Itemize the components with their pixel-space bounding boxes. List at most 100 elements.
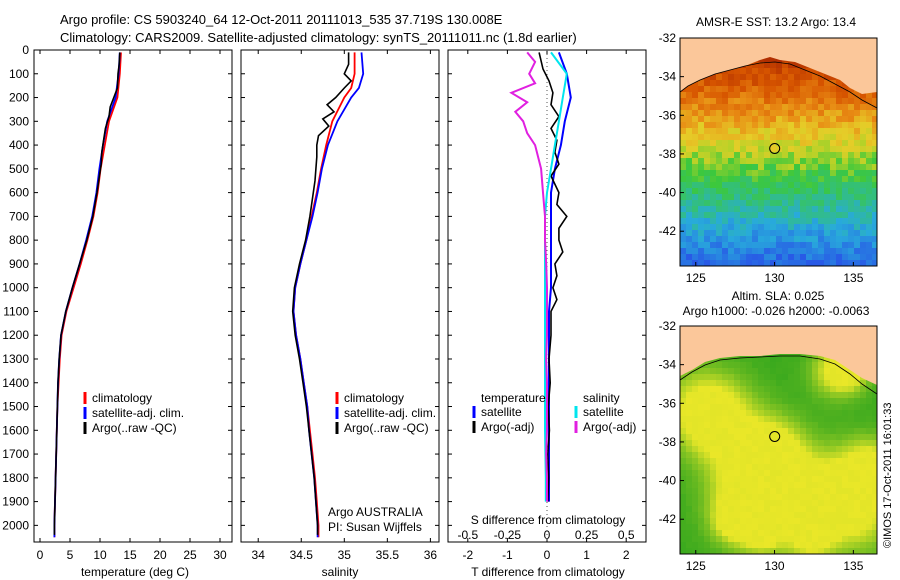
sst-cell <box>812 128 818 134</box>
sst-cell <box>818 188 824 194</box>
sla-cell <box>800 470 806 476</box>
sst-cell <box>800 218 806 224</box>
sla-cell <box>734 398 740 404</box>
sla-cell <box>776 518 782 524</box>
sst-cell <box>698 176 704 182</box>
sst-cell <box>704 188 710 194</box>
sst-cell <box>848 128 854 134</box>
depth-tick-label: 2000 <box>2 518 29 532</box>
sla-cell <box>818 476 824 482</box>
sst-cell <box>776 140 782 146</box>
sst-cell <box>698 110 704 116</box>
sla-cell <box>704 518 710 524</box>
sla-cell <box>842 416 848 422</box>
sst-cell <box>842 134 848 140</box>
sla-cell <box>758 428 764 434</box>
sla-cell <box>752 386 758 392</box>
sla-cell <box>830 548 836 554</box>
sst-cell <box>704 254 710 260</box>
sst-cell <box>770 206 776 212</box>
sst-cell <box>722 236 728 242</box>
sst-cell <box>854 248 860 254</box>
sst-cell <box>818 254 824 260</box>
sst-cell <box>692 212 698 218</box>
sst-cell <box>692 176 698 182</box>
sla-cell <box>704 470 710 476</box>
sla-cell <box>728 494 734 500</box>
sla-cell <box>806 512 812 518</box>
sla-cell <box>740 488 746 494</box>
sla-cell <box>770 440 776 446</box>
sla-cell <box>680 416 686 422</box>
sla-cell <box>734 452 740 458</box>
sla-cell <box>866 410 872 416</box>
sla-cell <box>704 422 710 428</box>
sst-cell <box>872 242 877 248</box>
sla-cell <box>818 398 824 404</box>
temperature-x-tick-label: 25 <box>183 548 197 562</box>
sla-cell <box>770 494 776 500</box>
sla-cell <box>830 386 836 392</box>
sst-cell <box>818 260 824 266</box>
sst-cell <box>686 170 692 176</box>
sst-cell <box>722 260 728 266</box>
sla-cell <box>764 452 770 458</box>
sla-cell <box>770 506 776 512</box>
sst-cell <box>728 74 734 80</box>
sla-cell <box>788 494 794 500</box>
sst-cell <box>824 140 830 146</box>
temperature-x-tick-label: 20 <box>153 548 167 562</box>
sla-cell <box>800 434 806 440</box>
sla-cell <box>806 494 812 500</box>
sst-cell <box>806 134 812 140</box>
sst-cell <box>836 134 842 140</box>
sla-cell <box>842 536 848 542</box>
sst-cell <box>746 116 752 122</box>
sla-cell <box>824 458 830 464</box>
sla-cell <box>698 464 704 470</box>
map-y-tick-label: -34 <box>659 70 677 84</box>
coastline-contour <box>680 355 877 395</box>
sla-cell <box>842 404 848 410</box>
sst-cell <box>704 260 710 266</box>
sst-cell <box>716 152 722 158</box>
sla-cell <box>806 380 812 386</box>
sla-cell <box>770 398 776 404</box>
sla-cell <box>854 440 860 446</box>
sst-cell <box>770 188 776 194</box>
sla-cell <box>728 446 734 452</box>
sst-cell <box>680 236 686 242</box>
sst-cell <box>818 98 824 104</box>
sla-cell <box>710 428 716 434</box>
sla-cell <box>812 434 818 440</box>
sst-cell <box>680 218 686 224</box>
sst-cell <box>704 116 710 122</box>
difference-legend: temperature salinity satellite Argo(-adj… <box>472 391 636 434</box>
sst-cell <box>776 164 782 170</box>
depth-tick-label: 200 <box>9 91 29 105</box>
sla-cell <box>812 356 818 362</box>
sst-cell <box>722 152 728 158</box>
sst-cell <box>842 248 848 254</box>
sla-cell <box>704 392 710 398</box>
sla-cell <box>680 470 686 476</box>
sst-cell <box>740 134 746 140</box>
sla-cell <box>776 524 782 530</box>
sst-cell <box>740 260 746 266</box>
sst-cell <box>824 236 830 242</box>
sla-cell <box>788 506 794 512</box>
sst-cell <box>800 236 806 242</box>
sst-cell <box>860 110 866 116</box>
sla-cell <box>734 476 740 482</box>
sst-cell <box>836 248 842 254</box>
sla-cell <box>764 458 770 464</box>
sla-cell <box>716 422 722 428</box>
sla-cell <box>866 398 872 404</box>
sst-cell <box>842 128 848 134</box>
sst-cell <box>758 200 764 206</box>
sst-cell <box>698 194 704 200</box>
sst-cell <box>704 224 710 230</box>
sst-cell <box>680 128 686 134</box>
sst-cell <box>788 146 794 152</box>
sst-cell <box>746 182 752 188</box>
